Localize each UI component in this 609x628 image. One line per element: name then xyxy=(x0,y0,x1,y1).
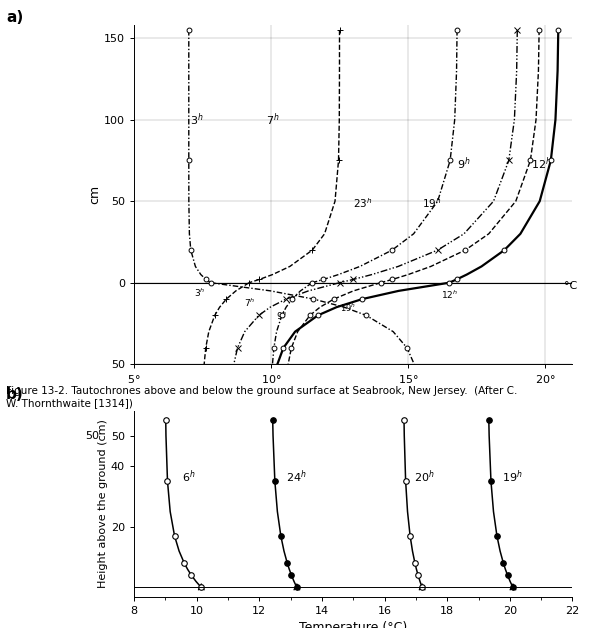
Text: 50: 50 xyxy=(85,431,99,441)
Text: $3^h$: $3^h$ xyxy=(190,111,204,128)
Bar xyxy=(344,408,375,597)
Text: Figure 13-2. Tautochrones above and below the ground surface at Seabrook, New Je: Figure 13-2. Tautochrones above and belo… xyxy=(6,386,518,408)
Text: °C: °C xyxy=(564,281,577,291)
Text: $24^h$: $24^h$ xyxy=(286,468,306,485)
Text: $7^h$: $7^h$ xyxy=(244,297,255,309)
Text: $9^h$: $9^h$ xyxy=(276,310,288,322)
Text: a): a) xyxy=(6,10,23,25)
Text: $3^h$: $3^h$ xyxy=(194,287,206,300)
Text: $6^h$: $6^h$ xyxy=(182,468,196,485)
Text: $9^h$: $9^h$ xyxy=(457,155,471,172)
X-axis label: Temperature (°C): Temperature (°C) xyxy=(299,621,407,628)
Text: b): b) xyxy=(6,387,24,402)
Text: $23^h$: $23^h$ xyxy=(353,196,373,210)
Y-axis label: cm: cm xyxy=(88,185,101,204)
Text: $19^h$: $19^h$ xyxy=(421,196,441,210)
Text: $12^h$: $12^h$ xyxy=(531,155,552,172)
Y-axis label: Height above the ground (cm): Height above the ground (cm) xyxy=(98,420,108,588)
Text: $19^h$: $19^h$ xyxy=(502,468,523,485)
Text: $7^h$: $7^h$ xyxy=(266,111,279,128)
Text: $20^h$: $20^h$ xyxy=(414,468,435,485)
Text: $12^h$: $12^h$ xyxy=(441,289,458,301)
Text: $19^h$: $19^h$ xyxy=(339,301,356,314)
